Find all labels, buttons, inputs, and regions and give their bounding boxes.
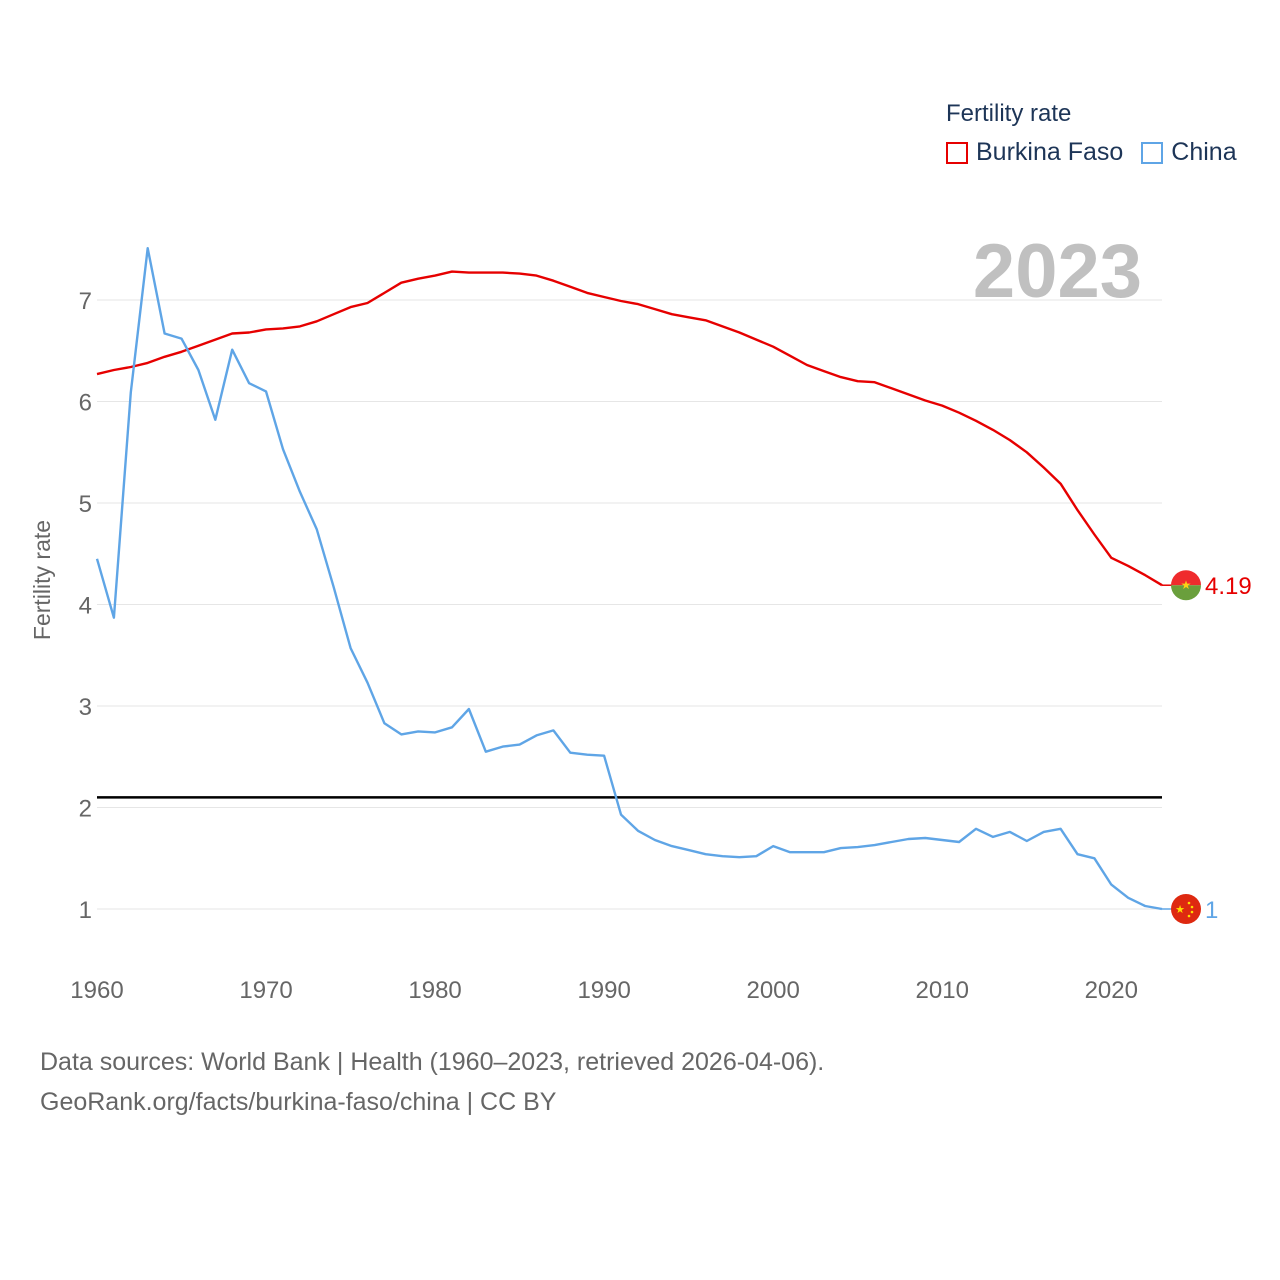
legend-item-china[interactable]: China bbox=[1141, 138, 1237, 167]
footer: Data sources: World Bank | Health (1960–… bbox=[40, 1042, 824, 1122]
end-value-label-china: 1 bbox=[1205, 897, 1218, 924]
legend-label-burkina-faso: Burkina Faso bbox=[976, 138, 1124, 166]
y-axis-ticks: 1 2 3 4 5 6 7 bbox=[79, 288, 92, 924]
legend-swatch-burkina-faso bbox=[946, 141, 968, 164]
flag-burkina-faso-icon: ★ bbox=[1171, 570, 1201, 601]
x-tick-label: 2010 bbox=[916, 977, 969, 1004]
x-tick-label: 1960 bbox=[70, 977, 123, 1004]
legend-swatch-china bbox=[1141, 141, 1164, 164]
footer-attribution[interactable]: GeoRank.org/facts/burkina-faso/china | C… bbox=[40, 1088, 557, 1116]
legend: Fertility rate Burkina Faso China bbox=[946, 100, 1255, 167]
y-tick-label: 1 bbox=[79, 897, 92, 924]
end-value-label-burkina-faso: 4.19 bbox=[1205, 573, 1252, 600]
legend-title: Fertility rate bbox=[946, 100, 1072, 127]
series-line-china[interactable] bbox=[95, 246, 1163, 911]
x-tick-label: 1970 bbox=[239, 977, 292, 1004]
footer-sources: Data sources: World Bank | Health (1960–… bbox=[40, 1048, 825, 1076]
series-lines bbox=[95, 246, 1163, 911]
grid-lines bbox=[97, 299, 1162, 910]
y-tick-label: 4 bbox=[79, 593, 92, 620]
svg-text:★: ★ bbox=[1175, 904, 1185, 916]
y-tick-label: 7 bbox=[79, 288, 92, 315]
x-tick-label: 2020 bbox=[1085, 977, 1138, 1004]
x-axis-ticks: 1960 1970 1980 1990 2000 2010 2020 bbox=[70, 977, 1138, 1004]
svg-text:★: ★ bbox=[1181, 578, 1192, 592]
x-tick-label: 2000 bbox=[746, 977, 799, 1004]
y-tick-label: 5 bbox=[79, 491, 92, 518]
x-tick-label: 1980 bbox=[408, 977, 461, 1004]
x-tick-label: 1990 bbox=[577, 977, 630, 1004]
y-tick-label: 3 bbox=[79, 694, 92, 721]
y-tick-label: 2 bbox=[79, 796, 92, 823]
legend-item-burkina-faso[interactable]: Burkina Faso bbox=[946, 138, 1123, 167]
flag-china-icon: ★ bbox=[1171, 894, 1201, 924]
series-line-burkina-faso[interactable] bbox=[96, 270, 1163, 587]
legend-label-china: China bbox=[1171, 138, 1237, 166]
y-axis-label: Fertility rate bbox=[29, 520, 55, 640]
y-tick-label: 6 bbox=[79, 390, 92, 417]
year-label: 2023 bbox=[972, 229, 1142, 314]
series-end-markers: ★ 4.19 ★ 1 bbox=[1162, 570, 1252, 924]
